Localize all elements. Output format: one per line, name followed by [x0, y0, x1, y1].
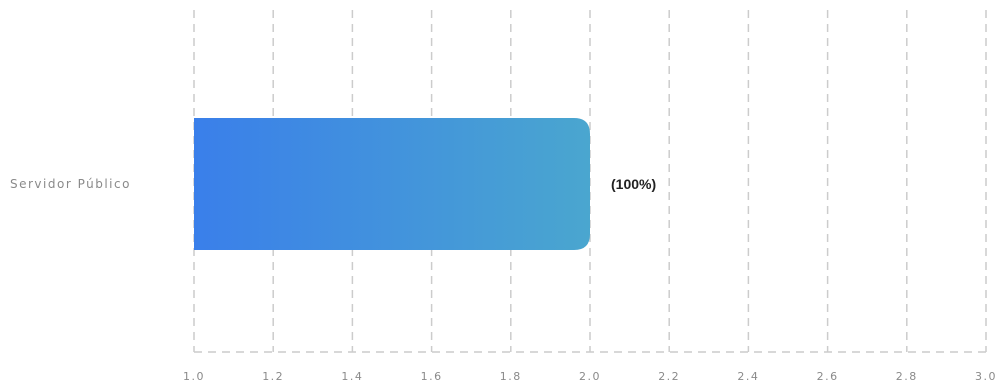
x-tick-label: 2.6: [817, 370, 839, 383]
x-tick-label: 1.0: [183, 370, 205, 383]
x-tick-label: 1.2: [262, 370, 284, 383]
x-tick-label: 2.8: [896, 370, 918, 383]
bar: [194, 118, 590, 250]
y-axis-categories: Servidor Público: [10, 177, 131, 191]
bars: [194, 118, 590, 250]
category-label: Servidor Público: [10, 177, 131, 191]
data-label: (100%): [611, 176, 656, 192]
x-tick-label: 1.4: [341, 370, 363, 383]
x-tick-label: 1.6: [421, 370, 443, 383]
x-axis-ticks: 1.0 1.2 1.4 1.6 1.8 2.0 2.2 2.4 2.6 2.8 3.0: [183, 370, 997, 383]
x-tick-label: 2.2: [658, 370, 680, 383]
x-tick-label: 2.0: [579, 370, 601, 383]
data-labels: (100%): [611, 176, 656, 192]
x-tick-label: 1.8: [500, 370, 522, 383]
x-tick-label: 3.0: [975, 370, 997, 383]
x-tick-label: 2.4: [737, 370, 759, 383]
